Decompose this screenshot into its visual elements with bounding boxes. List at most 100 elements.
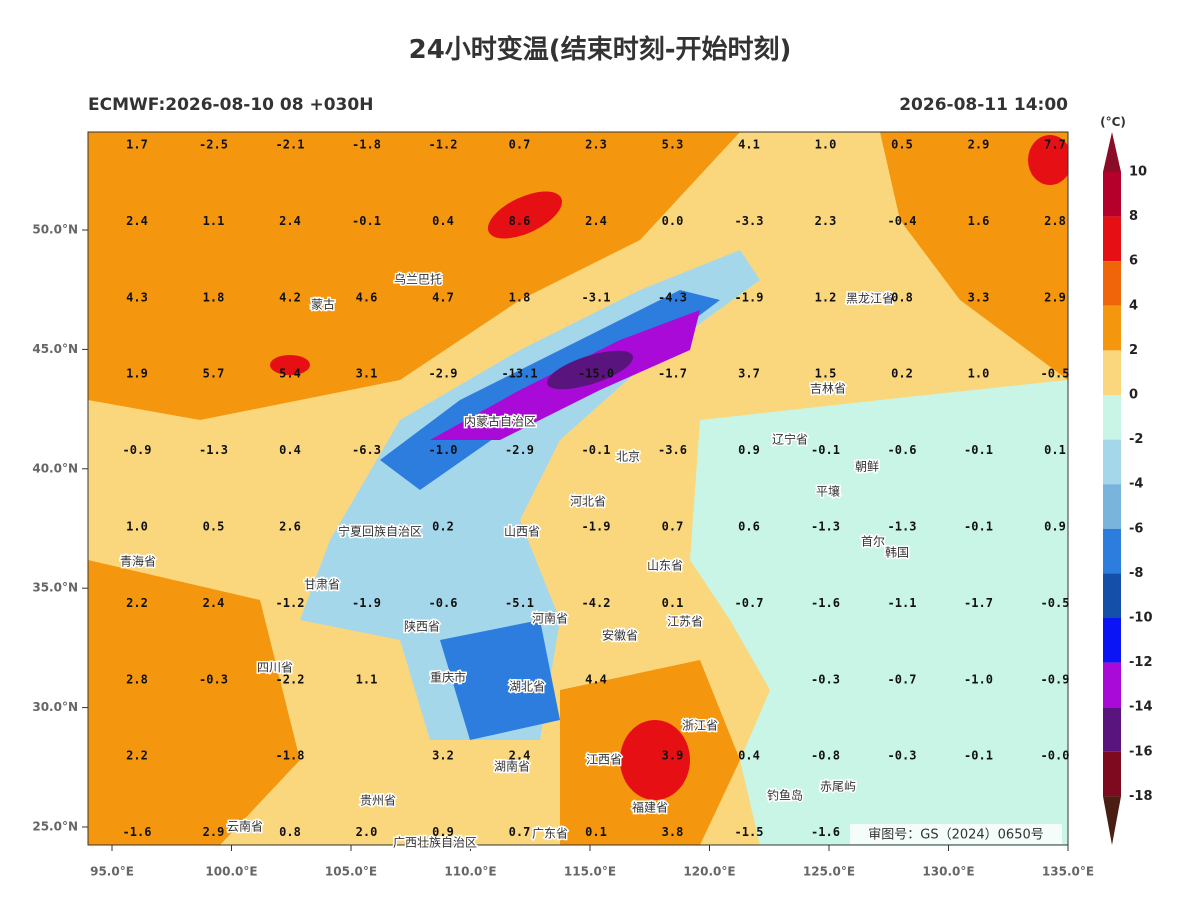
colorbar-band (1103, 662, 1121, 708)
grid-value: 4.7 (432, 290, 454, 304)
grid-value: 1.6 (968, 214, 990, 228)
grid-value: -1.1 (888, 596, 917, 610)
grid-value: -1.2 (429, 138, 458, 152)
grid-value: -4.2 (582, 596, 611, 610)
grid-value: -0.6 (888, 443, 917, 457)
place-label: 北京 (616, 450, 640, 464)
grid-value: 0.9 (432, 825, 454, 839)
place-label: 吉林省 (810, 382, 846, 396)
grid-value: -0.0 (1041, 749, 1070, 763)
grid-value: 2.3 (815, 214, 837, 228)
colorbar-tick-label: 0 (1129, 388, 1138, 403)
colorbar-tick-label: -16 (1129, 744, 1153, 759)
grid-value: 0.2 (432, 520, 454, 534)
grid-value: -0.1 (582, 443, 611, 457)
colorbar-tick-label: 2 (1129, 343, 1138, 358)
grid-value: -5.1 (505, 596, 534, 610)
grid-value: -0.3 (888, 749, 917, 763)
grid-value: 3.3 (968, 290, 990, 304)
grid-value: 0.5 (203, 520, 225, 534)
place-label: 四川省 (257, 661, 293, 675)
place-label: 江西省 (586, 753, 622, 767)
colorbar-band (1103, 395, 1121, 440)
x-tick-label: 110.0°E (444, 865, 496, 879)
grid-value: 0.7 (509, 825, 531, 839)
watermark: 审图号：GS（2024）0650号 (868, 828, 1044, 843)
grid-value: 0.4 (279, 443, 301, 457)
place-label: 青海省 (120, 554, 156, 569)
colorbar-tick-label: 8 (1129, 209, 1138, 224)
colorbar-tick-label: -10 (1129, 611, 1153, 626)
grid-value: 4.2 (279, 290, 301, 304)
place-label: 山东省 (647, 559, 683, 573)
place-label: 钓鱼岛 (767, 788, 803, 803)
grid-value: 0.1 (1044, 443, 1066, 457)
grid-value: 2.4 (585, 214, 607, 228)
grid-value: -0.5 (1041, 367, 1070, 381)
place-label: 贵州省 (360, 794, 396, 808)
grid-value: -0.3 (811, 672, 840, 686)
place-label: 湖北省 (509, 679, 545, 694)
grid-value: 0.6 (738, 520, 760, 534)
grid-value: -0.1 (352, 214, 381, 228)
grid-value: -1.0 (429, 443, 458, 457)
grid-value: 3.8 (662, 825, 684, 839)
grid-value: -2.9 (505, 443, 534, 457)
colorbar-tick-label: -2 (1129, 432, 1143, 447)
place-label: 黑龙江省 (846, 292, 894, 306)
colorbar-tick-label: -8 (1129, 566, 1143, 581)
grid-value: 0.8 (279, 825, 301, 839)
grid-value: 0.1 (585, 825, 607, 839)
colorbar-band (1103, 528, 1121, 574)
grid-value: 0.0 (662, 214, 684, 228)
grid-value: 0.7 (509, 138, 531, 152)
grid-value: -1.8 (352, 138, 381, 152)
grid-value: -1.8 (276, 749, 305, 763)
place-label: 宁夏回族自治区 (338, 524, 422, 539)
grid-value: -0.6 (429, 596, 458, 610)
grid-value: -1.2 (276, 596, 305, 610)
grid-value: -1.3 (811, 520, 840, 534)
place-label: 甘肃省 (304, 578, 340, 592)
y-tick-label: 35.0°N (32, 581, 78, 595)
grid-value: 1.8 (203, 290, 225, 304)
y-tick-label: 30.0°N (32, 700, 78, 714)
grid-value: 0.5 (891, 138, 913, 152)
place-label: 赤尾屿 (820, 780, 856, 794)
colorbar-band (1103, 618, 1121, 663)
grid-value: 0.2 (891, 367, 913, 381)
grid-value: 2.2 (126, 749, 148, 763)
grid-value: -0.7 (735, 596, 764, 610)
grid-value: -3.6 (658, 443, 687, 457)
grid-value: 0.4 (432, 214, 454, 228)
grid-value: 4.1 (738, 138, 760, 152)
place-label: 蒙古 (311, 297, 335, 312)
grid-value: 0.1 (662, 596, 684, 610)
grid-value: 5.7 (203, 367, 225, 381)
grid-value: -0.5 (1041, 596, 1070, 610)
grid-value: -0.3 (199, 672, 228, 686)
grid-value: -1.6 (811, 596, 840, 610)
grid-value: -3.1 (582, 290, 611, 304)
grid-value: -2.9 (429, 367, 458, 381)
grid-value: -1.3 (199, 443, 228, 457)
grid-value: 1.0 (968, 367, 990, 381)
grid-value: -1.7 (964, 596, 993, 610)
grid-value: -2.5 (199, 138, 228, 152)
grid-value: 1.8 (509, 290, 531, 304)
grid-value: 4.4 (585, 672, 607, 686)
grid-value: 1.1 (203, 214, 225, 228)
place-label: 辽宁省 (772, 432, 808, 447)
colorbar-tick-label: -4 (1129, 477, 1143, 492)
colorbar-band (1103, 350, 1121, 395)
grid-value: -0.1 (964, 749, 993, 763)
colorbar-tick-label: -6 (1129, 521, 1143, 536)
grid-value: -1.6 (123, 825, 152, 839)
grid-value: -15.0 (578, 367, 614, 381)
grid-value: 1.7 (126, 138, 148, 152)
place-label: 韩国 (885, 545, 909, 560)
colorbar-band (1103, 261, 1121, 306)
grid-value: -6.3 (352, 443, 381, 457)
place-label: 陕西省 (404, 619, 440, 634)
place-label: 湖南省 (494, 759, 530, 774)
